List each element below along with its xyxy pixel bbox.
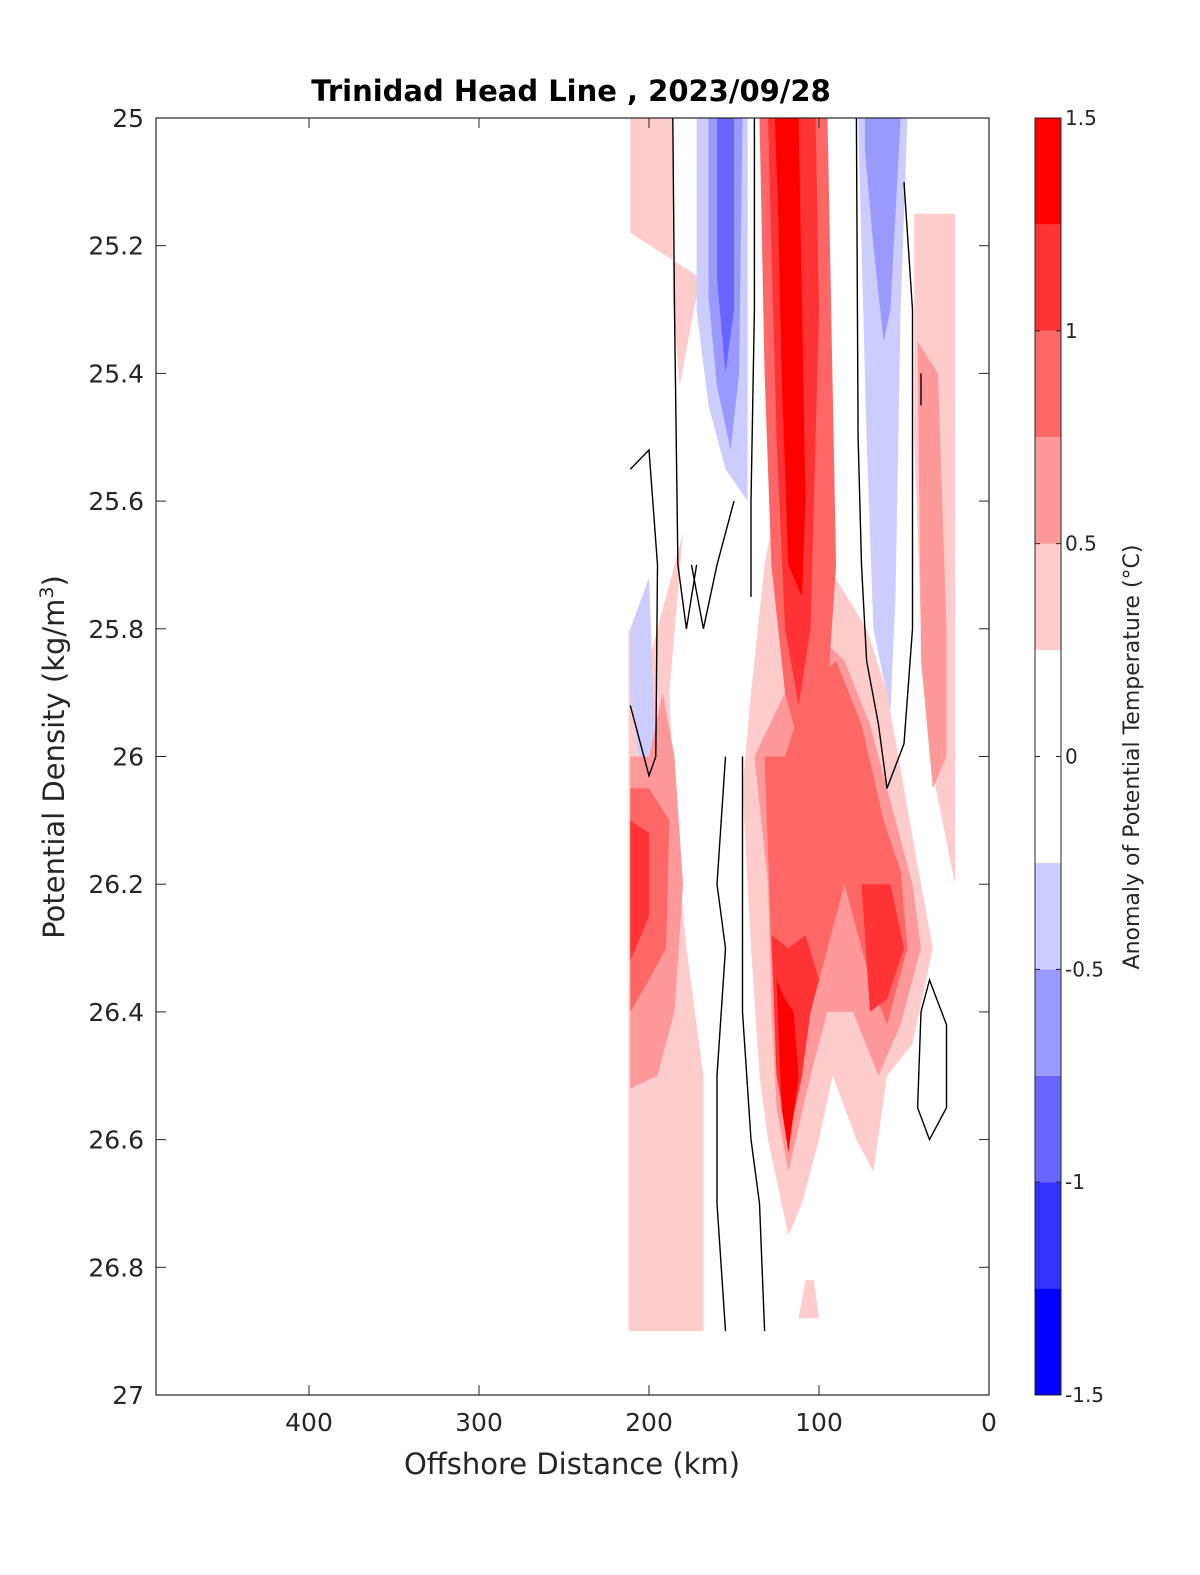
- colorbar-swatch: [1035, 1075, 1061, 1183]
- colorbar-ticks: 1.5 1 0.5 0 -0.5 -1 -1.5: [1035, 106, 1104, 1407]
- colorbar-tick-label: -1: [1065, 1170, 1085, 1194]
- colorbar-swatch: [1035, 224, 1061, 331]
- y-tick-label: 25: [112, 104, 144, 133]
- y-tick-label: 25.6: [88, 487, 144, 516]
- colorbar-swatch: [1035, 543, 1061, 651]
- colorbar-tick-label: 1.5: [1065, 106, 1097, 130]
- colorbar-swatch: [1035, 330, 1061, 438]
- colorbar-swatch: [1035, 1288, 1061, 1395]
- anomaly-region-7: [917, 341, 947, 789]
- colorbar-label: Anomaly of Potential Temperature (°C): [1120, 545, 1145, 970]
- zero-contour-line-7: [855, 118, 914, 789]
- chart-title: Trinidad Head Line , 2023/09/28: [311, 74, 831, 108]
- x-tick-label: 200: [625, 1408, 673, 1437]
- y-axis-ticks: 25 25.2 25.4 25.6 25.8 26 26.2 26.4 26.6 26.8 27: [88, 104, 989, 1410]
- colorbar-tick-label: 0: [1065, 745, 1078, 769]
- anomaly-region-13: [630, 820, 649, 961]
- colorbar-tick-label: -0.5: [1065, 957, 1104, 981]
- y-tick-label: 27: [112, 1381, 144, 1410]
- zero-contour-line-3: [629, 448, 659, 779]
- x-axis-ticks: 400 300 200 100 0: [285, 118, 997, 1437]
- x-tick-label: 400: [285, 1408, 333, 1437]
- y-tick-label: 26: [112, 743, 144, 772]
- colorbar-tick-label: -1.5: [1065, 1383, 1104, 1407]
- zero-contour-line-8: [916, 977, 948, 1142]
- anomaly-region-17: [861, 884, 904, 1012]
- x-axis-label: Offshore Distance (km): [404, 1447, 740, 1481]
- colorbar-swatch: [1035, 437, 1061, 544]
- anomaly-region-20: [774, 118, 806, 597]
- colorbar-swatch: [1035, 1182, 1061, 1289]
- x-tick-label: 100: [795, 1408, 843, 1437]
- colorbar-swatch: [1035, 862, 1061, 970]
- anomaly-region-10: [630, 577, 656, 795]
- zero-contour-line-4: [690, 500, 735, 629]
- contour-line-layer: [629, 118, 948, 1332]
- x-tick-label: 0: [981, 1408, 997, 1437]
- colorbar-swatch: [1035, 969, 1061, 1076]
- anomaly-region-5: [864, 118, 901, 342]
- y-tick-label: 26.6: [88, 1126, 144, 1155]
- y-tick-label: 25.4: [88, 359, 144, 388]
- y-tick-label: 26.4: [88, 998, 144, 1027]
- zero-contour-line-1: [750, 118, 756, 597]
- anomaly-region-21: [776, 980, 799, 1153]
- colorbar-swatch: [1035, 118, 1061, 225]
- anomaly-fill-layer: [628, 118, 955, 1332]
- y-tick-label: 26.8: [88, 1253, 144, 1282]
- y-tick-label: 25.2: [88, 232, 144, 261]
- anomaly-region-4: [858, 118, 908, 712]
- anomaly-region-3: [717, 118, 734, 374]
- y-tick-label: 26.2: [88, 870, 144, 899]
- y-axis-label: Potential Density (kg/m3): [36, 575, 71, 939]
- y-axis-label-superscript: 3: [36, 586, 58, 598]
- y-tick-label: 25.8: [88, 615, 144, 644]
- colorbar-tick-label: 1: [1065, 319, 1078, 343]
- colorbar-swatches: [1035, 118, 1061, 1395]
- plot-area: 400 300 200 100 0 25 25.2 25.4 25.6 25.8 26 26.2 26…: [88, 104, 997, 1437]
- zero-contour-line-0: [672, 118, 698, 629]
- colorbar-tick-label: 0.5: [1065, 532, 1097, 556]
- anomaly-region-22: [798, 1280, 819, 1319]
- colorbar: 1.5 1 0.5 0 -0.5 -1 -1.5 Anomaly of Potential …: [1034, 106, 1145, 1407]
- anomaly-region-0: [630, 118, 700, 387]
- zero-contour-line-5: [716, 756, 727, 1332]
- x-tick-label: 300: [455, 1408, 503, 1437]
- y-axis-label-main: Potential Density (kg/m: [37, 599, 71, 939]
- y-axis-label-close: ): [37, 575, 71, 586]
- zero-contour-line-6: [741, 756, 766, 1332]
